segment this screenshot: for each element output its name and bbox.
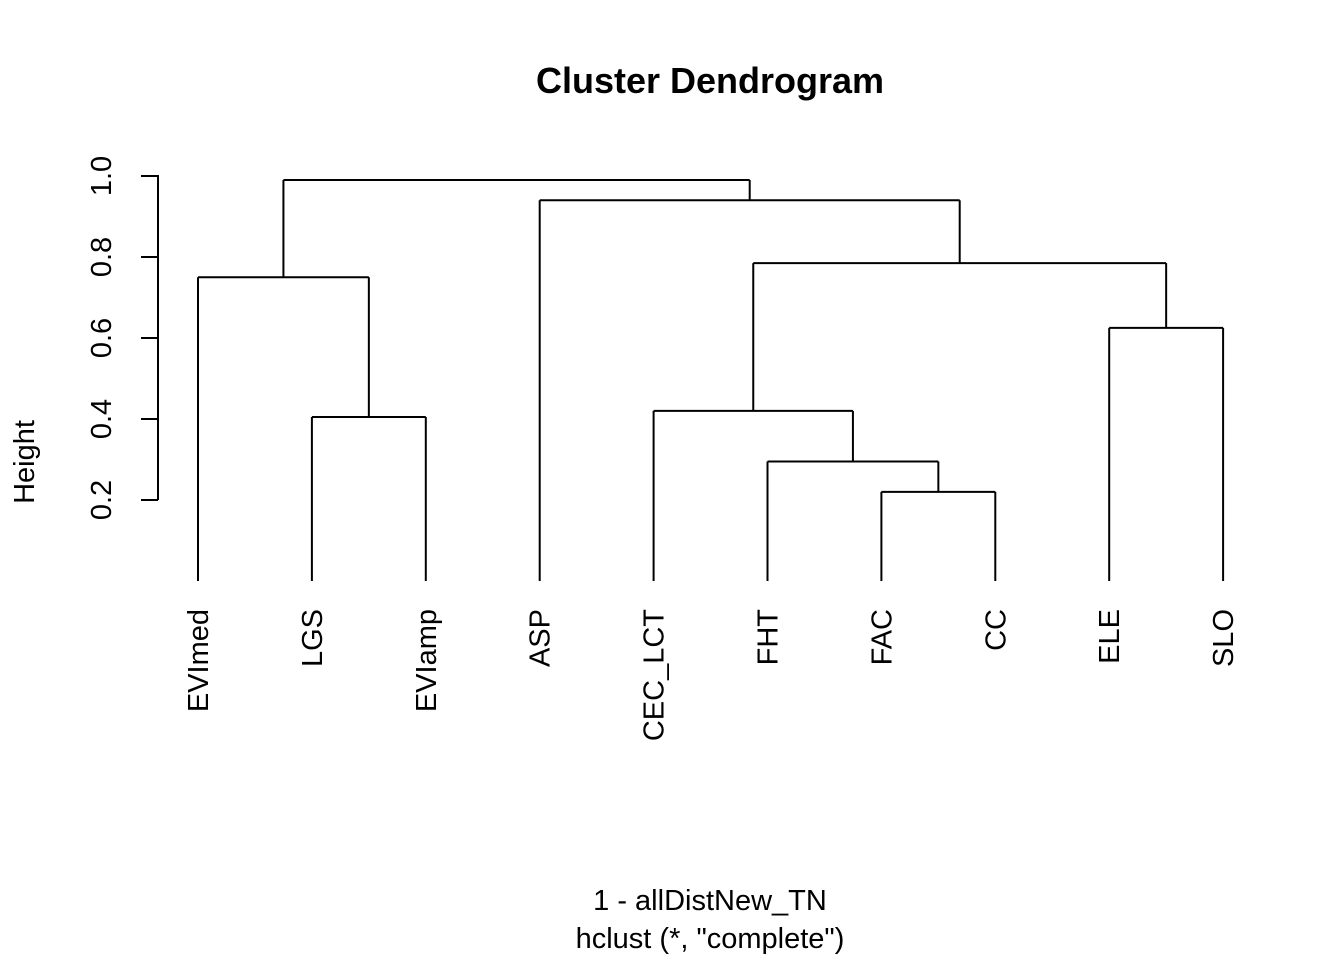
leaf-label: FHT xyxy=(753,609,785,666)
leaf-label: CC xyxy=(980,609,1012,651)
chart-title: Cluster Dendrogram xyxy=(536,60,884,101)
leaf-label: CEC_LCT xyxy=(639,609,671,741)
leaf-label: FAC xyxy=(866,609,898,665)
y-ticks: 0.2 0.4 0.6 0.8 1.0 xyxy=(86,156,158,520)
x-axis-sublabel: hclust (*, "complete") xyxy=(576,923,845,955)
x-axis-label: 1 - allDistNew_TN xyxy=(593,885,827,917)
y-tick-label: 0.2 xyxy=(86,480,118,520)
y-tick-label: 1.0 xyxy=(86,156,118,196)
y-axis-label: Height xyxy=(9,420,41,504)
leaf-label: LGS xyxy=(297,609,329,667)
y-axis: 0.2 0.4 0.6 0.8 1.0 Height xyxy=(9,156,159,520)
leaf-labels: EVImed LGS EVIamp ASP CEC_LCT FHT FAC CC ELE SLO xyxy=(183,609,1240,741)
leaf-label: ASP xyxy=(525,609,557,667)
y-tick-label: 0.6 xyxy=(86,318,118,358)
y-tick-label: 0.4 xyxy=(86,399,118,439)
leaf-label: EVIamp xyxy=(411,609,443,712)
dendrogram-branches xyxy=(197,179,1225,581)
y-tick-label: 0.8 xyxy=(86,237,118,277)
leaf-label: EVImed xyxy=(183,609,215,712)
leaf-label: ELE xyxy=(1094,609,1126,664)
leaf-label: SLO xyxy=(1208,609,1240,667)
